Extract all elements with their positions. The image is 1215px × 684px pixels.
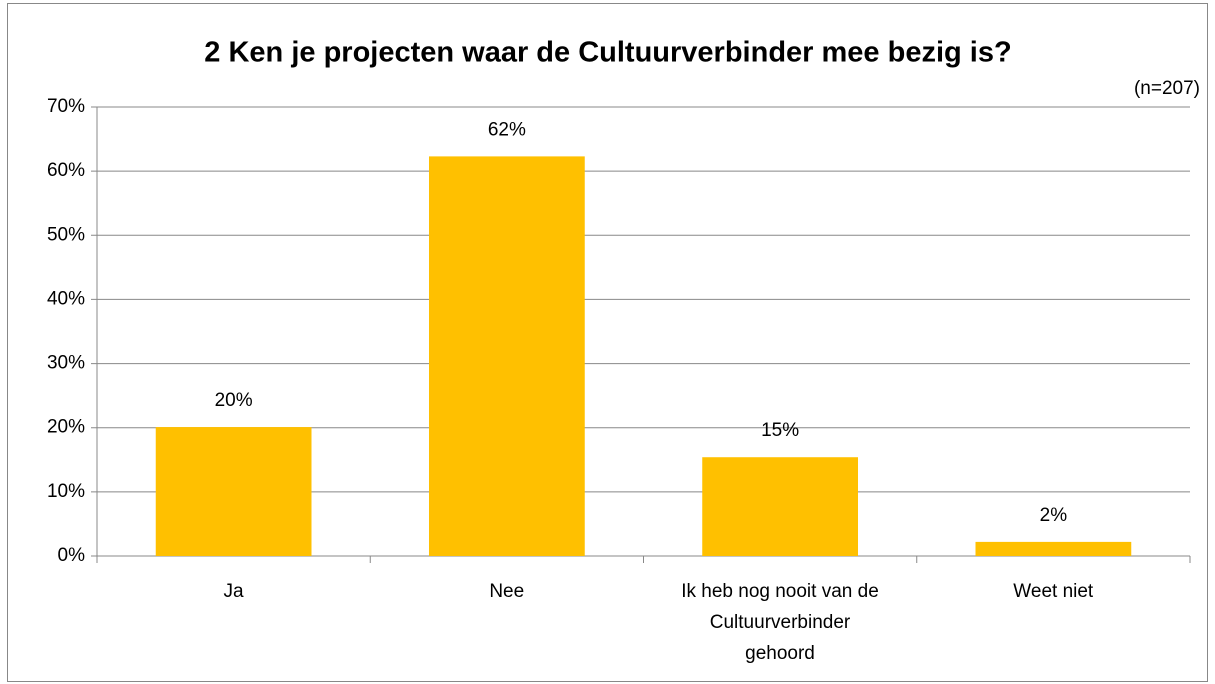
y-tick-label: 10% bbox=[47, 481, 85, 502]
y-tick-label: 30% bbox=[47, 353, 85, 374]
data-label: 20% bbox=[215, 390, 253, 411]
chart-title: 2 Ken je projecten waar de Cultuurverbin… bbox=[204, 37, 1011, 69]
y-tick-label: 20% bbox=[47, 417, 85, 438]
data-label: 2% bbox=[1040, 505, 1068, 526]
bar bbox=[975, 541, 1132, 556]
y-tick-label: 0% bbox=[58, 545, 86, 566]
data-label: 15% bbox=[761, 420, 799, 441]
chart-border bbox=[7, 3, 1208, 682]
x-tick-label: Weet niet bbox=[1013, 581, 1094, 602]
x-tick-label: Nee bbox=[489, 581, 525, 602]
x-tick-label: Ik heb nog nooit van de Cultuurverbinder… bbox=[681, 581, 879, 664]
y-tick-label: 50% bbox=[47, 224, 85, 245]
bar bbox=[702, 457, 859, 556]
y-tick-label: 40% bbox=[47, 288, 85, 309]
bar bbox=[155, 427, 312, 556]
y-tick-label: 70% bbox=[47, 96, 85, 117]
chart-subtitle: (n=207) bbox=[1134, 78, 1200, 99]
y-tick-label: 60% bbox=[47, 160, 85, 181]
x-tick-label: Ja bbox=[223, 581, 244, 602]
data-label: 62% bbox=[488, 119, 526, 140]
bar bbox=[428, 156, 585, 556]
